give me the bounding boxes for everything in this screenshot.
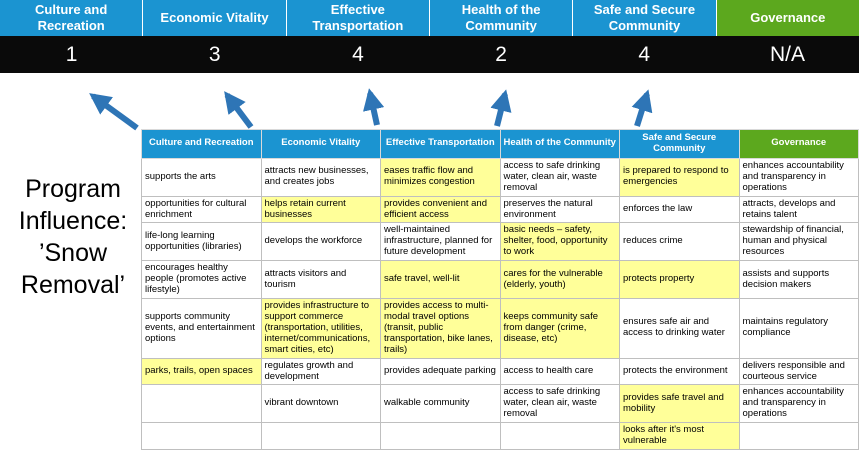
- matrix-cell: access to safe drinking water, clean air…: [499, 157, 620, 197]
- program-title: Program Influence: ’Snow Removal’: [18, 175, 128, 299]
- matrix-cell: provides adequate parking: [380, 357, 501, 386]
- matrix-cell: parks, trails, open spaces: [141, 357, 262, 386]
- matrix-cell: ensures safe air and access to drinking …: [619, 297, 740, 359]
- score-culture-and-recreation: 1: [65, 42, 78, 66]
- matrix-cell: supports the arts: [141, 157, 262, 197]
- matrix-cell: assists and supports decision makers: [738, 260, 859, 299]
- matrix-cell: safe travel, well-lit: [380, 260, 501, 299]
- matrix-cell: enhances accountability and transparency…: [738, 384, 859, 424]
- matrix-cell: is prepared to respond to emergencies: [619, 157, 740, 197]
- matrix-cell: preserves the natural environment: [499, 195, 620, 224]
- matrix-cell: provides access to multi-modal travel op…: [380, 297, 501, 359]
- pillar-safe-and-secure-community: Safe and Secure Community: [573, 0, 717, 36]
- matrix-cell: [380, 422, 501, 451]
- matrix-row: parks, trails, open spaces regulates grow…: [141, 357, 859, 386]
- up-arrow-icon: [89, 93, 139, 131]
- matrix-cell: reduces crime: [619, 222, 740, 262]
- matrix-cell: provides safe travel and mobility: [619, 384, 740, 424]
- matrix-cell: access to health care: [499, 357, 620, 386]
- matrix-row: life-long learning opportunities (librar…: [141, 222, 859, 262]
- matrix-cell: supports community events, and entertain…: [141, 297, 262, 359]
- up-arrow-icon: [631, 89, 653, 127]
- matrix-cell: attracts new businesses, and creates job…: [260, 157, 381, 197]
- score-economic-vitality: 3: [208, 42, 221, 66]
- score-governance: N/A: [769, 42, 805, 66]
- matrix-header-governance: Governance: [738, 129, 859, 159]
- up-arrow-icon: [363, 88, 385, 126]
- matrix-cell: opportunities for cultural enrichment: [141, 195, 262, 224]
- matrix-row: encourages healthy people (promotes acti…: [141, 260, 859, 299]
- matrix-cell: [499, 422, 620, 451]
- matrix-cell: looks after it's most vulnerable: [619, 422, 740, 451]
- matrix-header-row: Culture and Recreation Economic Vitality E…: [141, 129, 859, 159]
- matrix-cell: keeps community safe from danger (crime,…: [499, 297, 620, 359]
- matrix-cell: vibrant downtown: [260, 384, 381, 424]
- matrix-cell: provides convenient and efficient access: [380, 195, 501, 224]
- matrix-cell: basic needs – safety, shelter, food, opp…: [499, 222, 620, 262]
- matrix-header-economic-vitality: Economic Vitality: [260, 129, 381, 159]
- pillar-governance: Governance: [716, 0, 859, 36]
- matrix-cell: protects the environment: [619, 357, 740, 386]
- matrix-cell: [260, 422, 381, 451]
- matrix-header-culture-and-recreation: Culture and Recreation: [141, 129, 262, 159]
- matrix-cell: helps retain current businesses: [260, 195, 381, 224]
- matrix-cell: encourages healthy people (promotes acti…: [141, 260, 262, 299]
- matrix-cell: [141, 422, 262, 451]
- matrix-cell: provides infrastructure to support comme…: [260, 297, 381, 359]
- matrix-row: vibrant downtown walkable community access…: [141, 384, 859, 424]
- matrix-row: opportunities for cultural enrichment hel…: [141, 195, 859, 224]
- matrix-row: looks after it's most vulnerable: [141, 422, 859, 451]
- matrix-cell: life-long learning opportunities (librar…: [141, 222, 262, 262]
- matrix-cell: attracts, develops and retains talent: [738, 195, 859, 224]
- matrix-cell: develops the workforce: [260, 222, 381, 262]
- matrix-cell: walkable community: [380, 384, 501, 424]
- pillar-culture-and-recreation: Culture and Recreation: [0, 0, 144, 36]
- matrix-cell: enforces the law: [619, 195, 740, 224]
- matrix-cell: access to safe drinking water, clean air…: [499, 384, 620, 424]
- matrix-cell: [738, 422, 859, 451]
- matrix-header-health-of-the-community: Health of the Community: [499, 129, 620, 159]
- matrix-header-effective-transportation: Effective Transportation: [380, 129, 501, 159]
- matrix-cell: cares for the vulnerable (elderly, youth…: [499, 260, 620, 299]
- score-safe-and-secure-community: 4: [638, 42, 651, 66]
- matrix-cell: delivers responsible and courteous servi…: [738, 357, 859, 386]
- matrix-cell: eases traffic flow and minimizes congest…: [380, 157, 501, 197]
- pillar-health-of-the-community: Health of the Community: [429, 0, 574, 36]
- matrix-cell: stewardship of financial, human and phys…: [738, 222, 859, 262]
- pillar-header-row: Culture and Recreation Economic Vitality E…: [0, 0, 859, 36]
- up-arrow-icon: [224, 91, 254, 129]
- matrix-cell: [141, 384, 262, 424]
- score-row: 1 3 4 2 4 N/A: [0, 36, 859, 73]
- pillar-effective-transportation: Effective Transportation: [286, 0, 430, 36]
- matrix-cell: enhances accountability and transparency…: [738, 157, 859, 197]
- matrix-cell: attracts visitors and tourism: [260, 260, 381, 299]
- matrix-cell: regulates growth and development: [260, 357, 381, 386]
- up-arrow-icon: [490, 89, 512, 127]
- score-effective-transportation: 4: [352, 42, 364, 66]
- score-health-of-the-community: 2: [495, 42, 507, 66]
- matrix-cell: well-maintained infrastructure, planned …: [380, 222, 501, 262]
- influence-matrix: Culture and Recreation Economic Vitality E…: [141, 129, 859, 451]
- matrix-row: supports the arts attracts new businesses…: [141, 157, 859, 197]
- matrix-header-safe-and-secure-community: Safe and Secure Community: [619, 129, 740, 159]
- matrix-row: supports community events, and entertain…: [141, 297, 859, 359]
- matrix-cell: maintains regulatory compliance: [738, 297, 859, 359]
- matrix-cell: protects property: [619, 260, 740, 299]
- pillar-economic-vitality: Economic Vitality: [143, 0, 287, 36]
